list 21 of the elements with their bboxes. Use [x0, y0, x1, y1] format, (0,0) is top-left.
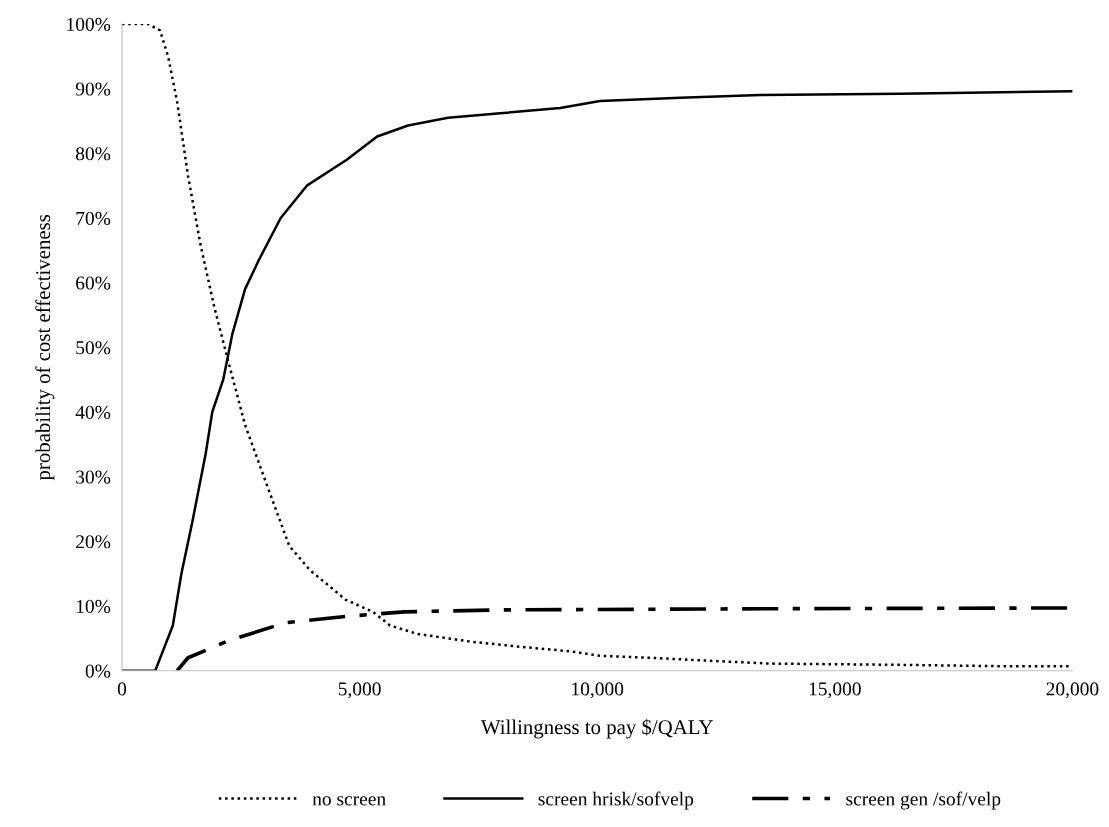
y-tick-label: 60% — [76, 276, 111, 290]
x-axis-title: Willingness to pay $/QALY — [480, 718, 713, 739]
y-tick-label: 90% — [75, 82, 111, 96]
y-tick-label: 10% — [76, 599, 111, 614]
y-tick-label: 50% — [76, 341, 111, 355]
y-tick-label: 80% — [75, 147, 111, 161]
legend-label: no screen — [312, 796, 386, 806]
legend-label: screen gen /sof/velp — [846, 791, 1001, 810]
x-tick-label: 10,000 — [572, 682, 624, 699]
x-tick-label: 0 — [117, 682, 127, 696]
y-tick-label: 20% — [76, 535, 111, 549]
y-axis-title: probability of cost effectiveness — [35, 214, 55, 481]
x-tick-label: 20,000 — [1046, 682, 1099, 699]
y-tick-label: 70% — [76, 211, 111, 225]
y-tick-label: 100% — [67, 17, 111, 31]
x-tick-label: 15,000 — [809, 682, 861, 699]
y-tick-label: 40% — [75, 405, 111, 420]
y-tick-label: 0% — [85, 664, 111, 678]
x-tick-label: 5,000 — [338, 682, 381, 699]
y-tick-label: 30% — [76, 470, 111, 484]
legend-label: screen hrisk/sofvelp — [538, 791, 694, 810]
